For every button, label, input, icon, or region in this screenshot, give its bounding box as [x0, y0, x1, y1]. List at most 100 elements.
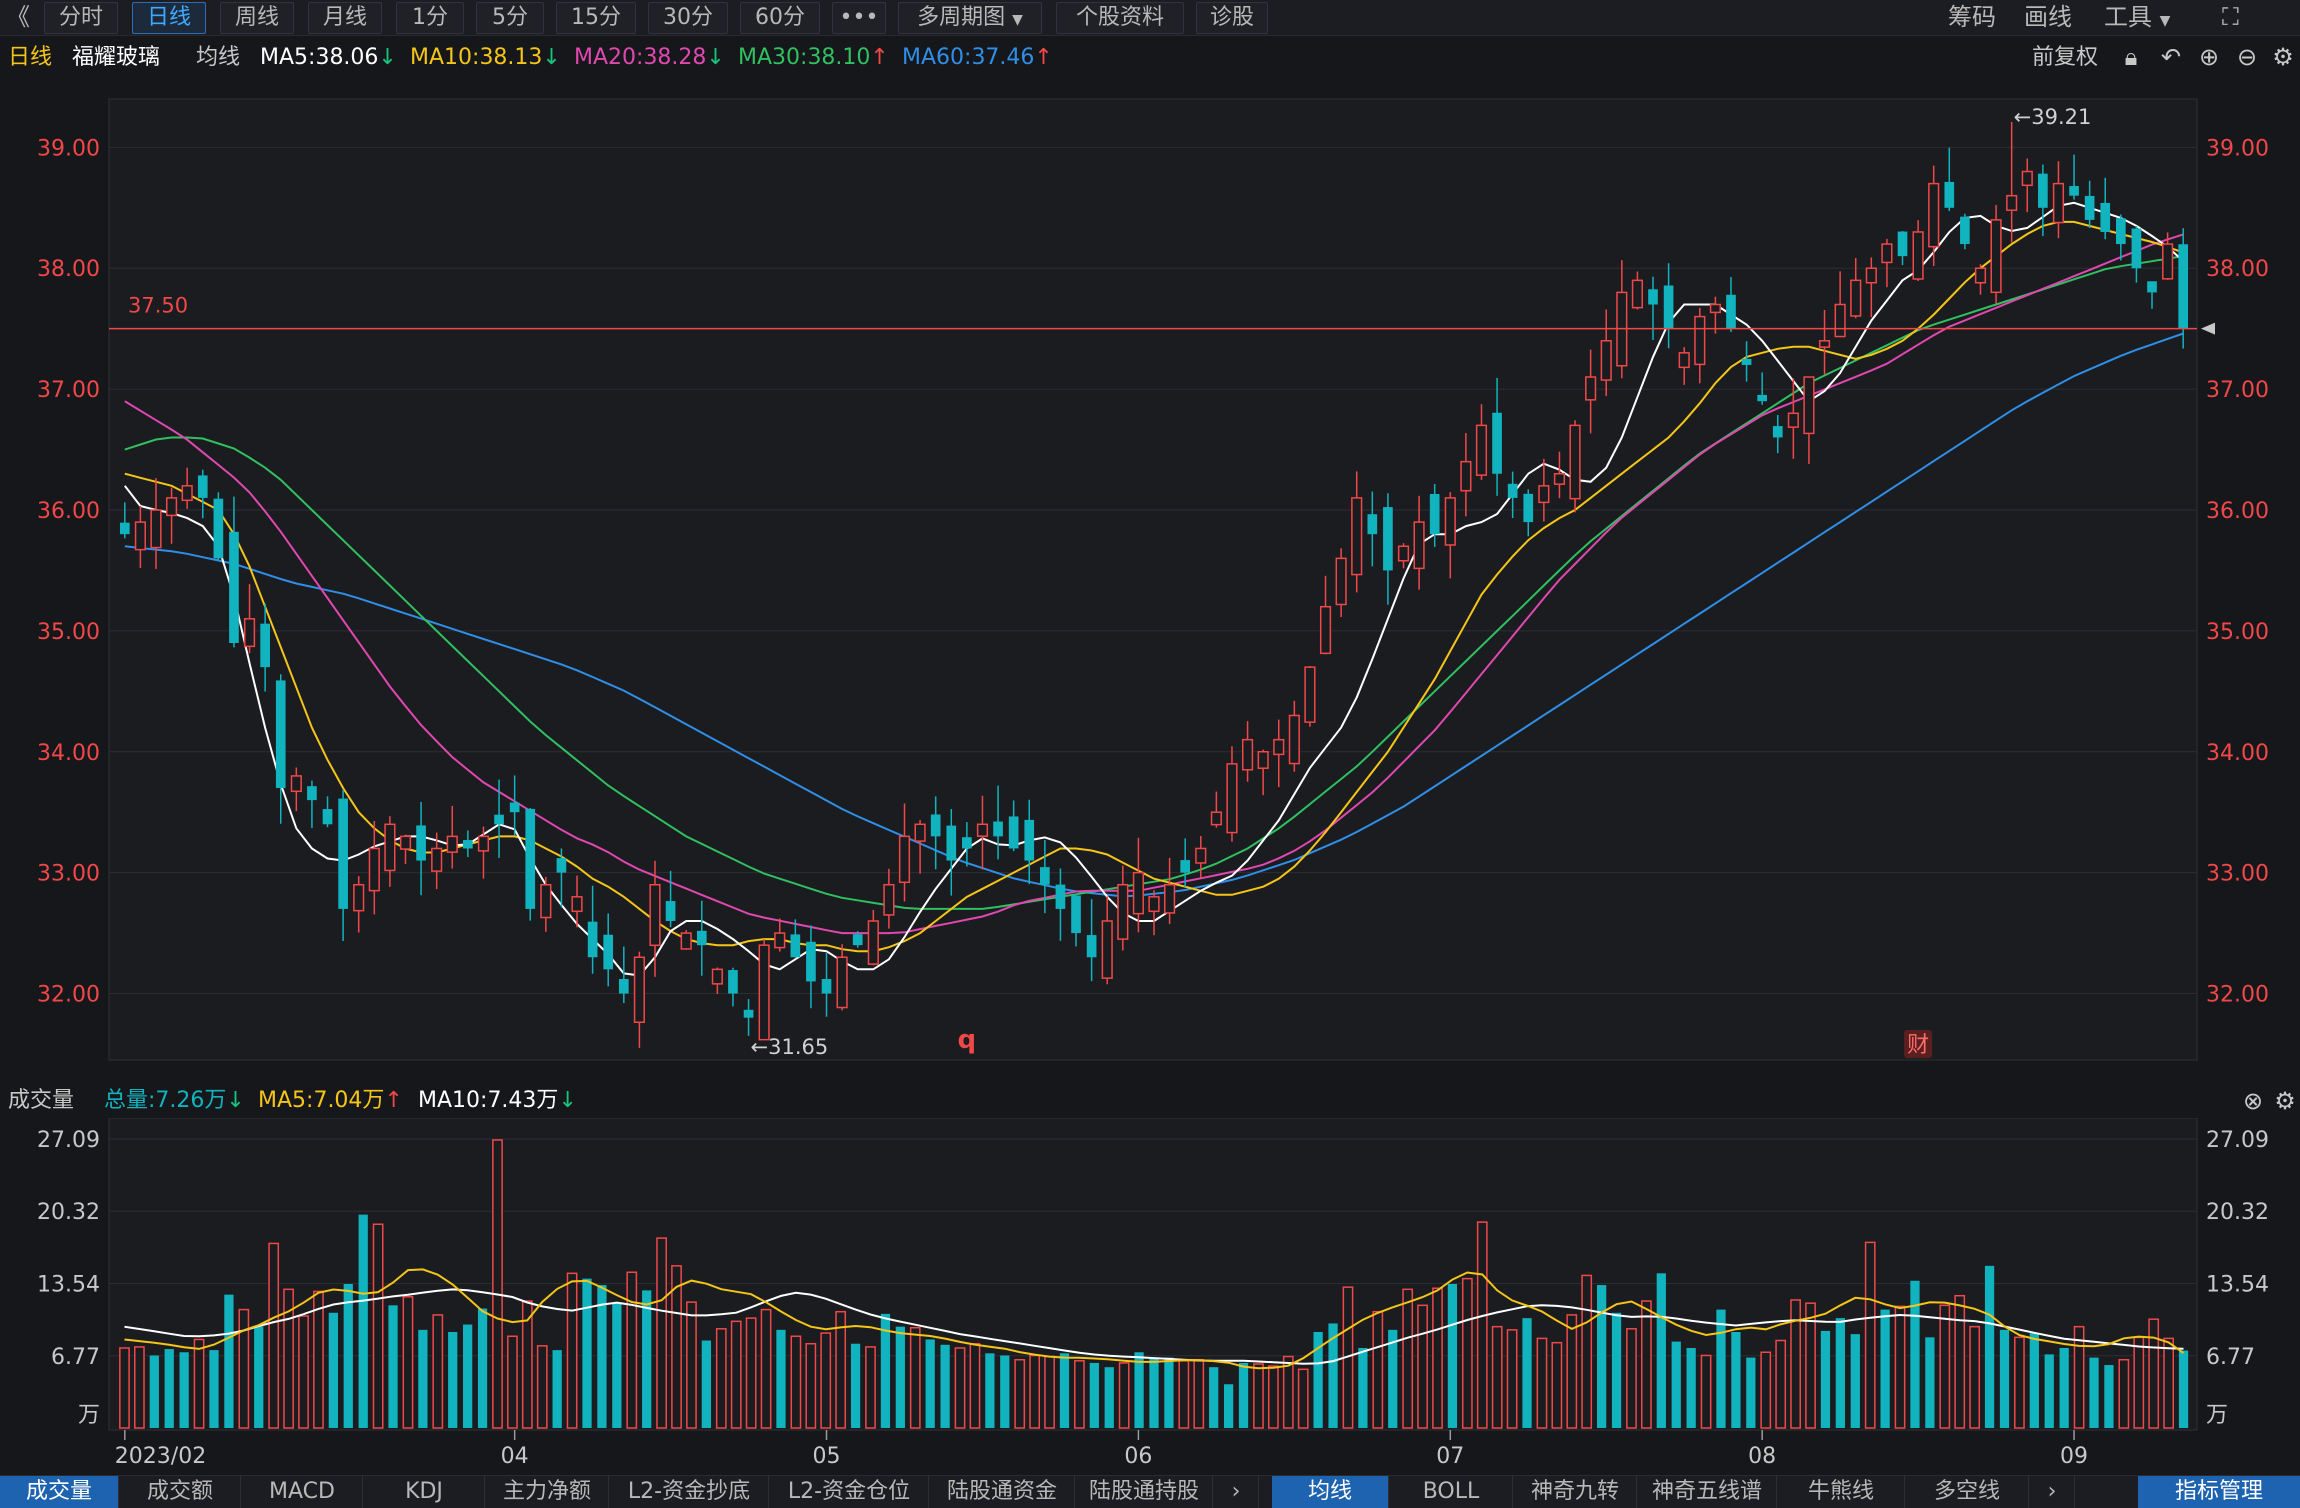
volume-bar [1790, 1299, 1801, 1429]
candle-body [119, 522, 130, 535]
tab-15min[interactable]: 15分 [556, 2, 636, 34]
undo-icon[interactable]: ↶ [2160, 43, 2182, 71]
ma-label[interactable]: 均线 [196, 45, 241, 70]
chevron-right-icon[interactable]: › [2030, 1476, 2075, 1508]
tab-hk-connect-hold[interactable]: 陆股通持股 [1076, 1476, 1213, 1508]
candle-body [1132, 871, 1144, 915]
candle-body [1257, 751, 1269, 769]
tab-30min[interactable]: 30分 [648, 2, 728, 34]
back-button[interactable]: 《 [6, 3, 30, 31]
chevron-right-icon[interactable]: › [1214, 1476, 1259, 1508]
zoom-out-icon[interactable]: ⊖ [2236, 43, 2258, 71]
tab-5min[interactable]: 5分 [476, 2, 544, 34]
diagnose-button[interactable]: 诊股 [1196, 2, 1268, 34]
indicator-manage-button[interactable]: 指标管理 [2138, 1476, 2300, 1508]
volume-ma5-line [124, 1268, 2185, 1370]
candle-body [1990, 219, 2002, 294]
candle-body [181, 485, 193, 502]
candle-body [1523, 493, 1534, 523]
tab-monthly[interactable]: 月线 [308, 2, 382, 34]
gear-icon[interactable]: ⚙ [2272, 43, 2294, 71]
tab-macd[interactable]: MACD [242, 1476, 363, 1508]
candle-body [1475, 424, 1488, 476]
volume-bar [612, 1303, 622, 1428]
candle-body [2162, 243, 2174, 280]
tools-button[interactable]: 工具 ▼ [2104, 2, 2190, 32]
tab-td9[interactable]: 神奇九转 [1514, 1476, 1637, 1508]
volume-bar [2073, 1325, 2085, 1429]
volume-bar [597, 1285, 607, 1428]
volume-bar [1880, 1309, 1890, 1428]
fullscreen-icon[interactable]: ⛶ [2222, 3, 2239, 31]
candle-body [883, 883, 895, 916]
candle-body [1288, 714, 1300, 765]
candle-body [993, 821, 1003, 837]
candle-body [134, 521, 146, 551]
zoom-in-icon[interactable]: ⊕ [2198, 43, 2220, 71]
gear-icon[interactable]: ⚙ [2274, 1087, 2296, 1115]
candle-body [2084, 195, 2095, 220]
candle-body [1117, 883, 1129, 940]
close-icon[interactable]: ⊗ [2242, 1087, 2264, 1115]
volume-tick-right: 20.32 [2206, 1200, 2269, 1225]
tab-1min[interactable]: 1分 [396, 2, 464, 34]
tab-long-short[interactable]: 多空线 [1906, 1476, 2029, 1508]
candle-body [1709, 303, 1721, 314]
candle-body [150, 509, 162, 549]
multi-period-button[interactable]: 多周期图 ▼ [898, 2, 1042, 34]
tab-hk-connect-fund[interactable]: 陆股通资金 [930, 1476, 1075, 1508]
volume-bar [1000, 1355, 1010, 1428]
volume-tick-right: 13.54 [2206, 1273, 2269, 1298]
tab-fenshi[interactable]: 分时 [44, 2, 118, 34]
volume-bar [1417, 1304, 1428, 1429]
tab-weekly[interactable]: 周线 [220, 2, 294, 34]
candle-body [399, 835, 412, 850]
volume-bar [1372, 1310, 1384, 1429]
volume-bar [1820, 1330, 1831, 1428]
volume-bar [969, 1342, 981, 1429]
candle-body [1850, 279, 1862, 317]
chips-button[interactable]: 筹码 [1948, 3, 1996, 31]
volume-bar [1402, 1288, 1414, 1429]
ma-info-bar: 日线 福耀玻璃 均线 MA5:38.06↓ MA10:38.13↓ MA20:3… [0, 38, 2300, 78]
volume-bar [656, 1237, 667, 1429]
tab-daily[interactable]: 日线 [132, 2, 206, 34]
tab-l2-bottom[interactable]: L2-资金抄底 [610, 1476, 769, 1508]
candle-body [1631, 279, 1643, 309]
volume-bar [2118, 1358, 2130, 1429]
price-chart[interactable]: 39.00 39.00 38.00 38.00 37.00 37.00 36.00 36.00… [0, 80, 2300, 1070]
tab-kdj[interactable]: KDJ [364, 1476, 485, 1508]
volume-bar [1969, 1325, 1981, 1429]
volume-bar [1775, 1339, 1787, 1429]
volume-bar [850, 1343, 861, 1428]
candle-body [649, 883, 661, 947]
low-annotation: ←31.65 [751, 1035, 829, 1059]
adjust-button[interactable]: 前复权 [2032, 45, 2099, 70]
volume-bar [745, 1317, 757, 1429]
candle-body [774, 932, 786, 949]
tab-main-net[interactable]: 主力净额 [486, 1476, 609, 1508]
candle-body [743, 1009, 754, 1018]
draw-line-button[interactable]: 画线 [2024, 3, 2072, 31]
volume-bar [507, 1335, 518, 1429]
candle-body [1210, 811, 1222, 826]
tab-turnover[interactable]: 成交额 [120, 1476, 241, 1508]
tab-boll[interactable]: BOLL [1390, 1476, 1513, 1508]
candle-body [790, 934, 801, 958]
more-periods-button[interactable]: ••• [832, 2, 886, 34]
tab-ma[interactable]: 均线 [1272, 1476, 1389, 1508]
volume-bar [254, 1326, 264, 1428]
stock-profile-button[interactable]: 个股资料 [1056, 2, 1184, 34]
tab-five-lines[interactable]: 神奇五线谱 [1638, 1476, 1777, 1508]
lock-icon[interactable]: 🔒︎ [2124, 43, 2138, 71]
tab-volume[interactable]: 成交量 [0, 1476, 119, 1508]
volume-bar [492, 1139, 503, 1429]
tab-bull-bear[interactable]: 牛熊线 [1778, 1476, 1905, 1508]
tab-60min[interactable]: 60分 [740, 2, 820, 34]
tab-l2-position[interactable]: L2-资金仓位 [770, 1476, 929, 1508]
volume-bar [298, 1315, 309, 1429]
volume-chart[interactable]: 27.09 27.09 20.32 20.32 13.54 13.54 6.77 6.77 万 万… [0, 1118, 2300, 1478]
candle-body [431, 847, 443, 872]
candle-body [384, 823, 396, 872]
volume-bar [536, 1345, 548, 1429]
